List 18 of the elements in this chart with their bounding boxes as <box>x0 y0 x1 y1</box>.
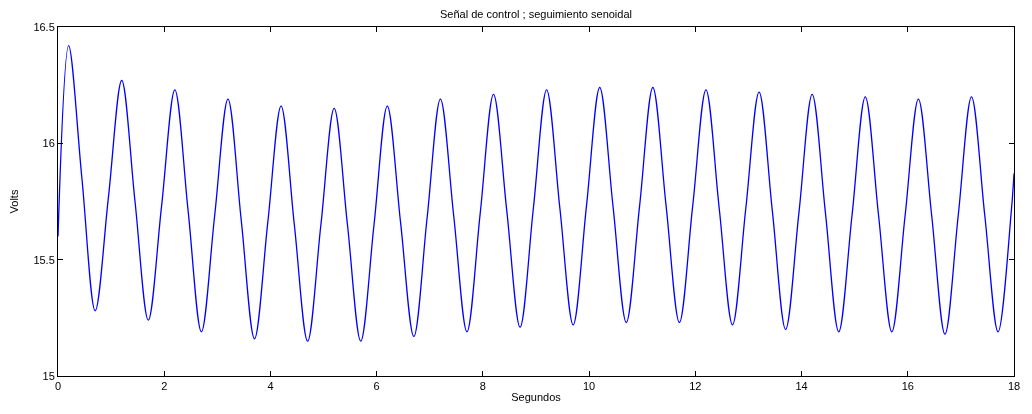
x-tick-label: 16 <box>901 380 914 393</box>
x-tick-label: 2 <box>161 380 168 393</box>
x-tick-label: 14 <box>795 380 808 393</box>
x-tick-label: 8 <box>479 380 486 393</box>
x-axis-title: Segundos <box>511 391 562 404</box>
x-tick-label: 10 <box>582 380 596 393</box>
y-axis-title: Volts <box>8 189 21 214</box>
line-series <box>58 44 1014 342</box>
x-tick-label: 6 <box>373 380 380 393</box>
x-tick-label: 12 <box>689 380 702 393</box>
y-tick-label: 15.5 <box>33 253 55 266</box>
x-tick-label: 18 <box>1007 380 1021 393</box>
y-tick-label: 16 <box>42 137 55 150</box>
x-tick-label: 0 <box>54 380 62 393</box>
y-tick-label: 15 <box>42 369 55 382</box>
y-tick-label: 16.5 <box>33 20 55 33</box>
chart-title: Señal de control ; seguimiento senoidal <box>439 8 633 21</box>
x-tick-label: 4 <box>267 380 274 393</box>
